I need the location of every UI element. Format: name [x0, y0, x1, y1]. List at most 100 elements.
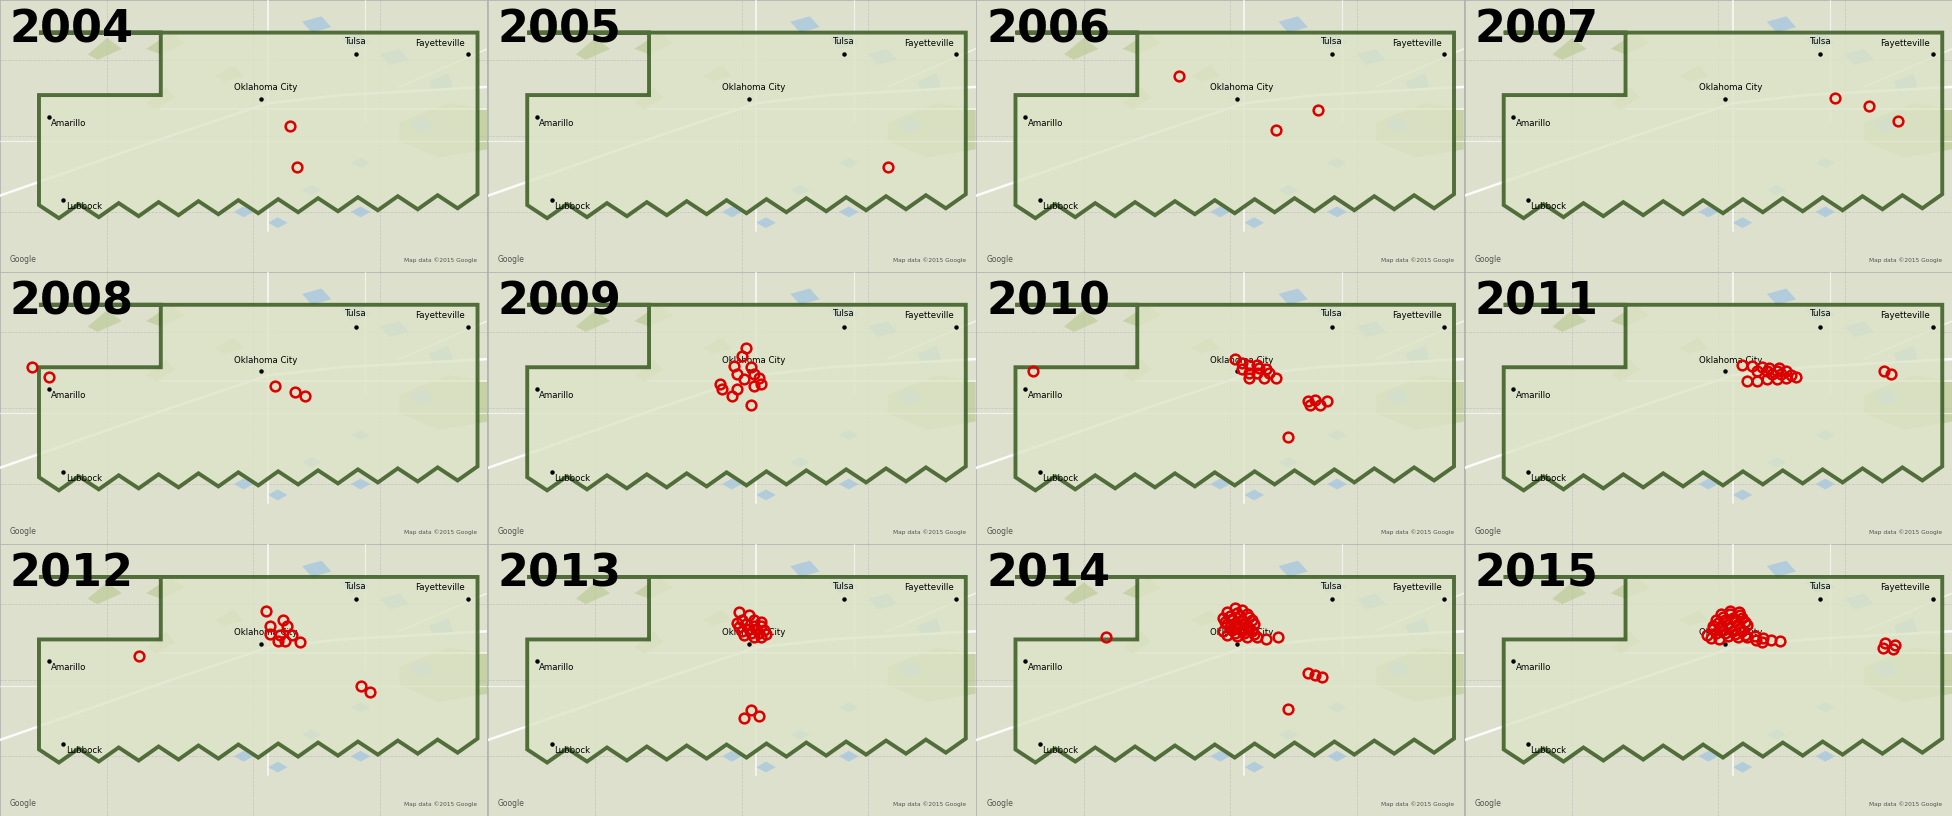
- Polygon shape: [351, 430, 371, 441]
- Polygon shape: [791, 16, 820, 33]
- Text: Map data ©2015 Google: Map data ©2015 Google: [1870, 802, 1942, 808]
- Text: Tulsa: Tulsa: [346, 38, 367, 47]
- Polygon shape: [1279, 561, 1308, 577]
- Polygon shape: [1357, 593, 1386, 610]
- Text: Map data ©2015 Google: Map data ©2015 Google: [1380, 802, 1454, 808]
- Polygon shape: [410, 117, 433, 133]
- Text: Tulsa: Tulsa: [1322, 582, 1343, 591]
- Polygon shape: [1806, 577, 1835, 593]
- Polygon shape: [303, 729, 322, 740]
- Polygon shape: [39, 577, 478, 762]
- Polygon shape: [830, 577, 859, 593]
- Text: Map data ©2015 Google: Map data ©2015 Google: [892, 802, 966, 808]
- Polygon shape: [146, 632, 176, 653]
- Polygon shape: [888, 375, 976, 430]
- Text: Fayetteville: Fayetteville: [1392, 583, 1443, 592]
- Text: Lubbock: Lubbock: [1042, 746, 1078, 755]
- Polygon shape: [839, 206, 859, 217]
- Polygon shape: [146, 33, 185, 55]
- Text: Amarillo: Amarillo: [1517, 663, 1552, 672]
- Polygon shape: [1279, 729, 1298, 740]
- Polygon shape: [39, 33, 478, 218]
- Polygon shape: [1679, 610, 1708, 626]
- Polygon shape: [303, 16, 332, 33]
- Polygon shape: [839, 702, 859, 713]
- Polygon shape: [1552, 583, 1587, 604]
- Text: Google: Google: [986, 527, 1013, 536]
- Polygon shape: [146, 87, 176, 109]
- Polygon shape: [1064, 38, 1099, 60]
- Polygon shape: [1210, 479, 1230, 490]
- Text: Fayetteville: Fayetteville: [1880, 583, 1931, 592]
- Text: Google: Google: [10, 800, 37, 809]
- Text: Oklahoma City: Oklahoma City: [1698, 628, 1763, 636]
- Polygon shape: [917, 73, 941, 92]
- Polygon shape: [1245, 490, 1265, 500]
- Polygon shape: [1767, 16, 1796, 33]
- Polygon shape: [400, 375, 488, 430]
- Polygon shape: [1610, 577, 1649, 599]
- Text: Tulsa: Tulsa: [346, 309, 367, 318]
- Polygon shape: [303, 561, 332, 577]
- Text: Oklahoma City: Oklahoma City: [1210, 83, 1275, 92]
- Text: Fayetteville: Fayetteville: [1392, 311, 1443, 320]
- Text: Oklahoma City: Oklahoma City: [1210, 628, 1275, 636]
- Polygon shape: [1327, 479, 1347, 490]
- Polygon shape: [1064, 310, 1099, 332]
- Polygon shape: [88, 310, 121, 332]
- Polygon shape: [1405, 73, 1429, 92]
- Polygon shape: [1279, 184, 1298, 196]
- Polygon shape: [1806, 33, 1835, 49]
- Polygon shape: [839, 479, 859, 490]
- Polygon shape: [1815, 157, 1835, 168]
- Text: Lubbock: Lubbock: [1530, 474, 1567, 483]
- Polygon shape: [1405, 345, 1429, 365]
- Text: Oklahoma City: Oklahoma City: [234, 356, 297, 365]
- Polygon shape: [898, 389, 921, 406]
- Text: Tulsa: Tulsa: [1810, 582, 1831, 591]
- Polygon shape: [429, 618, 453, 636]
- Text: Map data ©2015 Google: Map data ©2015 Google: [1380, 258, 1454, 263]
- Polygon shape: [351, 157, 371, 168]
- Polygon shape: [1210, 751, 1230, 761]
- Text: Fayetteville: Fayetteville: [416, 583, 465, 592]
- Text: Fayetteville: Fayetteville: [1880, 38, 1931, 47]
- Polygon shape: [1733, 217, 1753, 228]
- Polygon shape: [234, 751, 254, 761]
- Polygon shape: [755, 217, 775, 228]
- Text: Fayetteville: Fayetteville: [904, 38, 955, 47]
- Polygon shape: [755, 490, 775, 500]
- Polygon shape: [791, 729, 810, 740]
- Polygon shape: [1845, 321, 1874, 337]
- Text: Amarillo: Amarillo: [51, 663, 86, 672]
- Polygon shape: [869, 593, 898, 610]
- Polygon shape: [303, 457, 322, 468]
- Polygon shape: [703, 337, 732, 353]
- Polygon shape: [351, 206, 371, 217]
- Polygon shape: [303, 289, 332, 305]
- Polygon shape: [410, 389, 433, 406]
- Text: Oklahoma City: Oklahoma City: [1210, 356, 1275, 365]
- Text: Oklahoma City: Oklahoma City: [1698, 83, 1763, 92]
- Polygon shape: [1405, 618, 1429, 636]
- Polygon shape: [1610, 87, 1640, 109]
- Polygon shape: [351, 479, 371, 490]
- Polygon shape: [1679, 337, 1708, 353]
- Polygon shape: [1191, 337, 1220, 353]
- Polygon shape: [234, 479, 254, 490]
- Text: Oklahoma City: Oklahoma City: [234, 83, 297, 92]
- Polygon shape: [527, 577, 966, 762]
- Text: Tulsa: Tulsa: [834, 38, 855, 47]
- Polygon shape: [898, 117, 921, 133]
- Text: Amarillo: Amarillo: [539, 118, 574, 127]
- Polygon shape: [1191, 610, 1220, 626]
- Polygon shape: [1767, 729, 1786, 740]
- Polygon shape: [1610, 359, 1640, 381]
- Polygon shape: [1733, 761, 1753, 773]
- Text: Lubbock: Lubbock: [66, 474, 102, 483]
- Polygon shape: [703, 65, 732, 82]
- Polygon shape: [791, 289, 820, 305]
- Polygon shape: [1893, 73, 1919, 92]
- Polygon shape: [1122, 359, 1152, 381]
- Polygon shape: [1767, 289, 1796, 305]
